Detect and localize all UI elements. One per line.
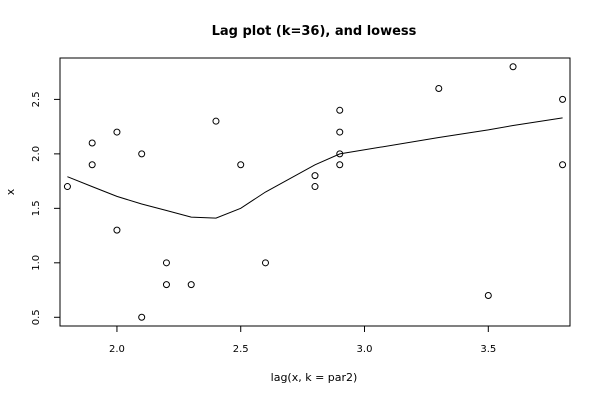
scatter-series (63, 63, 567, 321)
data-point (509, 63, 517, 71)
y-tick-label: 2.0 (31, 146, 42, 162)
data-point (212, 117, 220, 125)
data-point (113, 226, 121, 234)
data-point (311, 183, 319, 191)
data-point (435, 85, 443, 93)
data-point (88, 139, 96, 147)
x-tick-label: 2.0 (109, 344, 125, 355)
chart-title: Lag plot (k=36), and lowess (212, 24, 417, 39)
data-point (336, 150, 344, 158)
data-point (336, 161, 344, 169)
data-point (484, 291, 492, 299)
y-axis-label: x (4, 188, 17, 195)
data-point (261, 259, 269, 267)
data-point (559, 161, 567, 169)
y-tick-label: 2.5 (31, 91, 42, 107)
data-point (336, 128, 344, 136)
data-point (88, 161, 96, 169)
data-point (113, 128, 121, 136)
data-point (336, 106, 344, 114)
plot-frame (59, 57, 571, 327)
lowess-line (67, 117, 563, 219)
x-tick-label: 3.0 (357, 344, 373, 355)
data-point (138, 150, 146, 158)
lowess-series (67, 117, 563, 219)
y-tick-label: 1.5 (31, 200, 42, 216)
x-tick-label: 3.5 (480, 344, 496, 355)
x-tick-label: 2.5 (233, 344, 249, 355)
data-point (162, 259, 170, 267)
data-point (237, 161, 245, 169)
data-point (187, 281, 195, 289)
data-point (162, 281, 170, 289)
y-tick-label: 0.5 (31, 309, 42, 325)
x-axis: 2.0 2.5 3.0 3.5 (109, 325, 496, 355)
data-point (559, 95, 567, 103)
data-point (63, 183, 71, 191)
data-point (311, 172, 319, 180)
y-axis: 0.5 1.0 1.5 2.0 2.5 (31, 91, 61, 325)
x-axis-label: lag(x, k = par2) (271, 371, 358, 384)
data-point (138, 313, 146, 321)
y-tick-label: 1.0 (31, 255, 42, 271)
